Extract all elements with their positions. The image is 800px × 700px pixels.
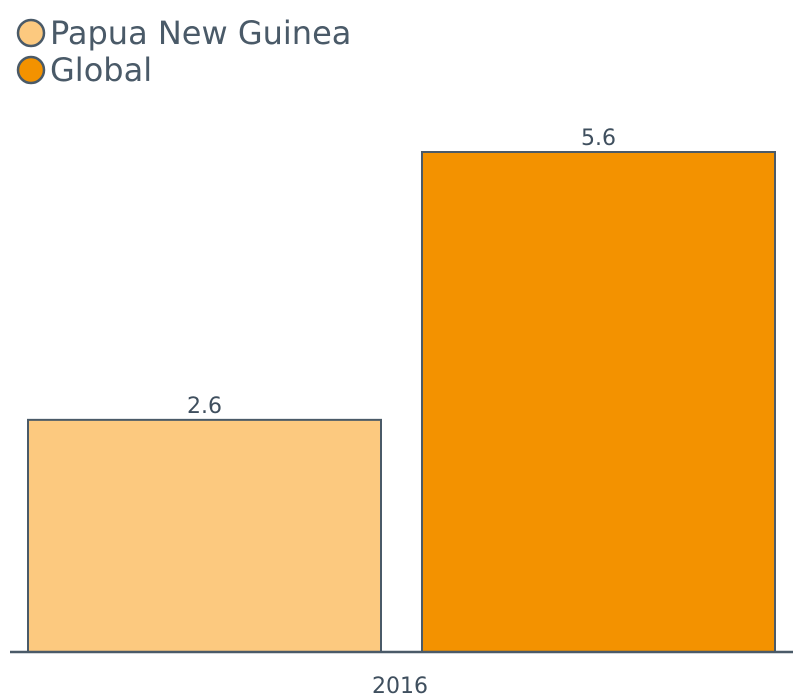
value-label-global: 5.6	[581, 126, 616, 151]
bar-papua-new-guinea	[27, 418, 382, 653]
value-labels-group: 2.6 5.6	[187, 126, 616, 419]
x-tick-labels: 2016	[372, 674, 428, 699]
legend-swatch-papua-new-guinea	[16, 18, 46, 48]
bars-group	[27, 151, 776, 653]
legend-label-global: Global	[50, 51, 152, 89]
value-label-papua-new-guinea: 2.6	[187, 394, 222, 419]
legend-label-papua-new-guinea: Papua New Guinea	[50, 14, 351, 52]
bar-global	[421, 151, 776, 653]
legend-swatch-global	[16, 55, 46, 85]
x-tick-label: 2016	[372, 674, 428, 699]
